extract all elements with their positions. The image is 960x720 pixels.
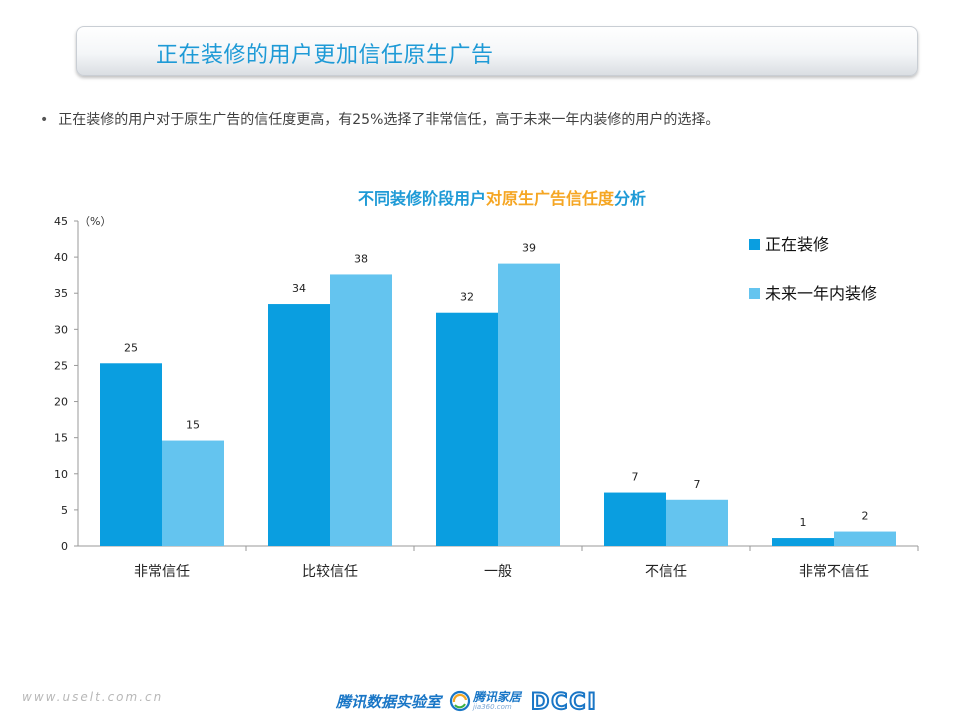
legend-label: 正在装修 xyxy=(765,235,829,254)
bar xyxy=(100,363,162,546)
bullet-dot: • xyxy=(40,112,49,128)
data-label: 25 xyxy=(124,341,138,354)
chart-title-part-1: 对原生广告信任度 xyxy=(486,189,615,208)
y-tick-label: 45 xyxy=(54,215,68,228)
data-label: 32 xyxy=(460,291,474,304)
data-label: 15 xyxy=(186,419,200,432)
legend-swatch xyxy=(749,288,760,299)
jiaju-emblem-icon xyxy=(449,690,471,712)
y-tick-label: 10 xyxy=(54,468,68,481)
x-tick-label: 比较信任 xyxy=(302,564,358,580)
x-tick-label: 非常信任 xyxy=(134,564,190,580)
legend-label: 未来一年内装修 xyxy=(765,284,877,303)
y-tick-label: 20 xyxy=(54,396,68,409)
y-tick-label: 30 xyxy=(54,323,68,336)
y-tick-label: 5 xyxy=(61,504,68,517)
x-tick-label: 不信任 xyxy=(645,564,687,580)
chart-title-part-2: 分析 xyxy=(614,189,646,208)
data-label: 39 xyxy=(522,242,536,255)
bar xyxy=(162,440,224,546)
data-label: 2 xyxy=(862,510,869,523)
footer-logos: 腾讯数据实验室 腾讯家居 jia360.com DCCI xyxy=(336,686,619,716)
bar xyxy=(604,492,666,546)
jiaju-domain: jia360.com xyxy=(473,703,512,711)
bar xyxy=(330,274,392,546)
title-bar: 正在装修的用户更加信任原生广告 xyxy=(76,26,918,76)
x-tick-label: 非常不信任 xyxy=(799,564,869,580)
legend-swatch xyxy=(749,239,760,250)
bullet-content: 正在装修的用户对于原生广告的信任度更高，有25%选择了非常信任，高于未来一年内装… xyxy=(58,112,720,128)
data-label: 38 xyxy=(354,252,368,265)
y-tick-label: 40 xyxy=(54,251,68,264)
page-title: 正在装修的用户更加信任原生广告 xyxy=(156,43,494,68)
tencent-data-lab-logo: 腾讯数据实验室 xyxy=(336,692,442,711)
data-label: 1 xyxy=(800,516,807,529)
x-tick-label: 一般 xyxy=(484,564,512,580)
bar xyxy=(772,538,834,546)
bar xyxy=(498,263,560,546)
jiaju-name: 腾讯家居 xyxy=(473,690,522,704)
tencent-jiaju-logo: 腾讯家居 jia360.com xyxy=(449,690,521,712)
y-tick-label: 35 xyxy=(54,287,68,300)
y-tick-label: 25 xyxy=(54,359,68,372)
chart-title-part-0: 不同装修阶段用户 xyxy=(358,189,486,208)
dcci-logo-text: DCCI xyxy=(531,690,598,712)
bar xyxy=(436,312,498,546)
data-label: 7 xyxy=(694,478,701,491)
data-label: 34 xyxy=(292,282,306,295)
data-label: 7 xyxy=(632,471,639,484)
bullet-text: • 正在装修的用户对于原生广告的信任度更高，有25%选择了非常信任，高于未来一年内… xyxy=(40,109,719,129)
dcci-logo: DCCI xyxy=(531,690,598,712)
website-watermark: www.uselt.com.cn xyxy=(22,690,164,704)
y-axis-unit: （%） xyxy=(79,215,111,228)
y-tick-label: 0 xyxy=(61,540,68,553)
bar xyxy=(666,499,728,546)
chart-title: 不同装修阶段用户对原生广告信任度分析 xyxy=(358,189,646,208)
y-tick-label: 15 xyxy=(54,432,68,445)
bar xyxy=(834,531,896,546)
bar xyxy=(268,304,330,546)
